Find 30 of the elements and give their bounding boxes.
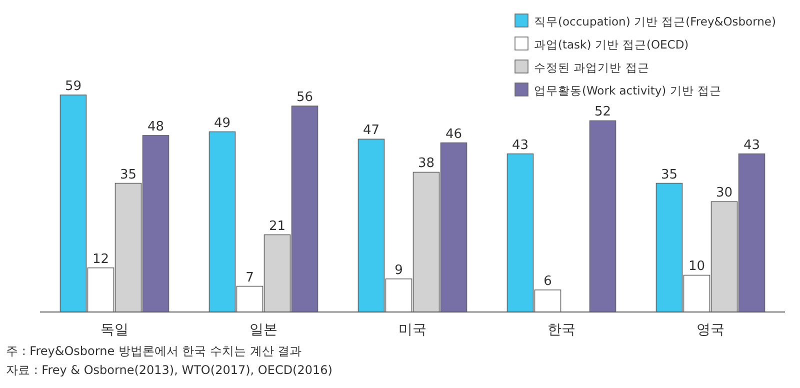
data-label: 59 <box>64 79 82 94</box>
data-label: 35 <box>120 167 137 182</box>
legend-label: 직무(occupation) 기반 접근(Frey&Osborne) <box>534 14 776 28</box>
x-tick-label: 영국 <box>696 322 724 338</box>
data-label: 46 <box>445 126 462 142</box>
legend-label: 업무활동(Work activity) 기반 접근 <box>534 84 722 98</box>
data-label: 12 <box>92 252 110 267</box>
data-label: 35 <box>660 167 678 182</box>
data-label: 10 <box>688 259 706 274</box>
data-label: 47 <box>362 123 380 138</box>
data-label: 43 <box>512 138 529 153</box>
data-label: 6 <box>544 274 552 289</box>
text: 주 : Frey&Osborne 방법론에서 한국 수치는 계산 결과 <box>6 344 302 358</box>
data-label: 7 <box>246 270 254 286</box>
data-label: 48 <box>147 119 164 134</box>
data-label: 30 <box>716 186 733 201</box>
data-label: 9 <box>394 262 403 278</box>
data-label: 43 <box>743 138 760 153</box>
data-label: 38 <box>418 156 435 172</box>
data-label: 21 <box>268 218 286 234</box>
x-tick-label: 한국 <box>548 322 576 338</box>
data-label: 52 <box>594 104 612 120</box>
data-label: 49 <box>214 116 231 131</box>
data-label: 56 <box>296 90 314 106</box>
text: 자료 : Frey & Osborne(2013), WTO(2017), OECD(2016) <box>6 363 332 377</box>
x-tick-label: 독일 <box>100 322 128 338</box>
legend-label: 과업(task) 기반 접근(OECD) <box>534 38 689 52</box>
x-tick-label: 일본 <box>250 322 278 338</box>
legend-label: 수정된 과업기반 접근 <box>534 60 650 74</box>
x-tick-label: 미국 <box>398 322 426 338</box>
